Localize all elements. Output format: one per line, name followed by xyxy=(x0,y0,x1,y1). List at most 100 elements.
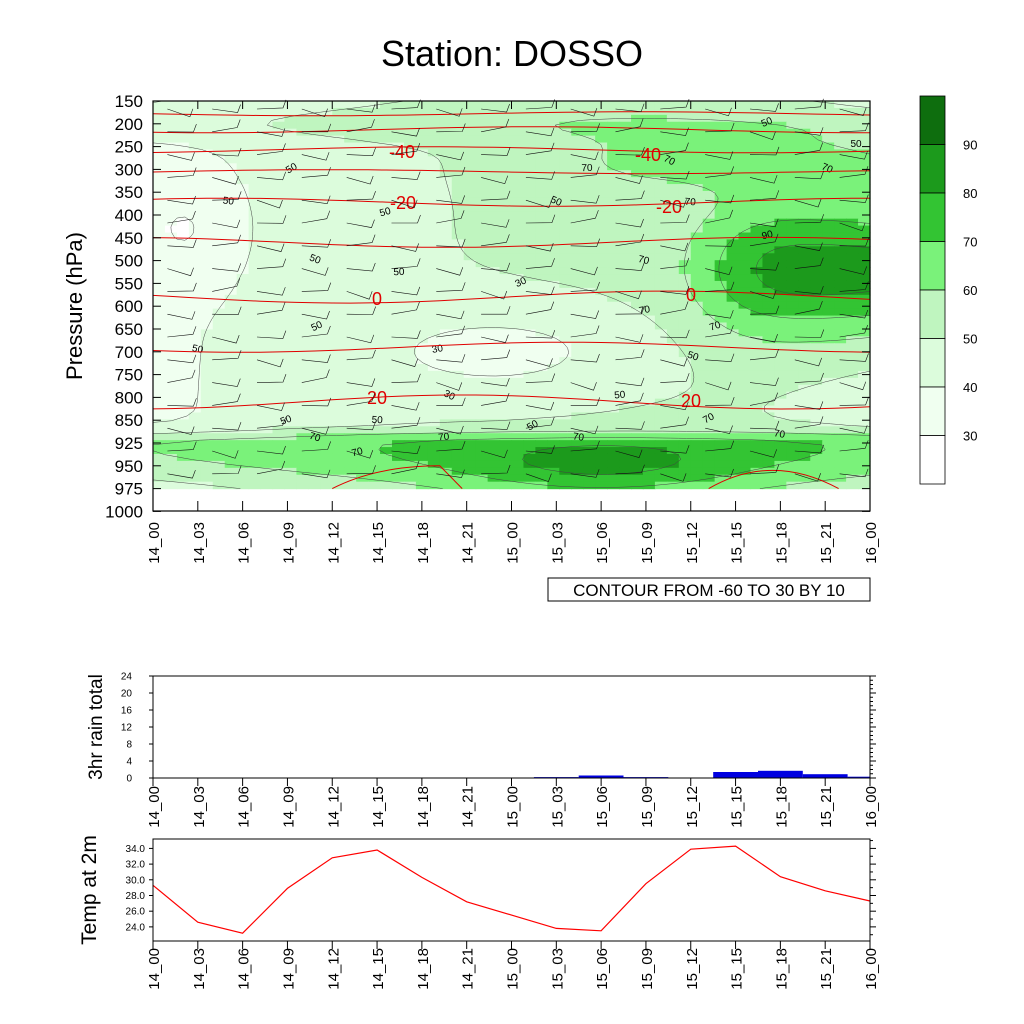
wind-barb xyxy=(391,258,421,269)
humidity-fill-cell xyxy=(583,274,596,282)
humidity-fill-cell xyxy=(272,149,286,157)
wind-barb xyxy=(660,286,690,295)
wind-barb xyxy=(749,392,778,406)
humidity-fill-cell xyxy=(834,177,847,185)
humidity-fill-cell xyxy=(547,239,560,247)
wind-barb xyxy=(212,191,242,201)
humidity-fill-cell xyxy=(511,170,525,178)
humidity-fill-cell xyxy=(798,370,811,379)
humidity-fill-cell xyxy=(762,177,775,185)
rain-bar xyxy=(802,774,848,778)
humidity-fill-cell xyxy=(678,384,692,393)
humidity-fill-cell xyxy=(547,107,560,116)
humidity-fill-cell xyxy=(607,156,620,164)
humidity-fill-cell xyxy=(738,301,752,310)
humidity-fill-cell xyxy=(654,135,668,144)
humidity-fill-cell xyxy=(690,218,704,227)
humidity-fill-cell xyxy=(463,460,477,469)
humidity-fill-cell xyxy=(368,322,381,331)
humidity-fill-cell xyxy=(619,370,632,379)
humidity-fill-cell xyxy=(547,377,560,386)
humidity-fill-cell xyxy=(224,121,238,130)
humidity-fill-cell xyxy=(308,253,321,261)
humidity-fill-cell xyxy=(571,294,584,303)
humidity-fill-cell xyxy=(702,460,716,469)
humidity-fill-cell xyxy=(511,128,525,137)
humidity-fill-cell xyxy=(523,405,536,414)
humidity-fill-cell xyxy=(846,114,859,123)
humidity-fill-cell xyxy=(188,453,202,462)
humidity-fill-cell xyxy=(499,204,513,213)
wind-barb xyxy=(436,166,466,178)
humidity-fill-cell xyxy=(810,156,823,164)
humidity-fill-cell xyxy=(619,142,632,151)
humidity-fill-cell xyxy=(595,204,608,213)
humidity-fill-cell xyxy=(332,315,345,324)
humidity-fill-cell xyxy=(344,170,357,178)
wind-barb xyxy=(570,151,599,161)
humidity-fill-cell xyxy=(272,253,286,261)
humidity-fill-cell xyxy=(200,357,214,365)
humidity-fill-cell xyxy=(427,142,441,151)
humidity-fill-cell xyxy=(212,267,226,275)
humidity-fill-cell xyxy=(164,357,178,365)
humidity-fill-cell xyxy=(188,474,202,483)
humidity-fill-cell xyxy=(583,357,596,365)
humidity-fill-cell xyxy=(164,211,178,220)
humidity-fill-cell xyxy=(320,412,333,420)
humidity-fill-cell xyxy=(547,391,560,400)
humidity-fill-cell xyxy=(619,253,632,261)
humidity-fill-cell xyxy=(463,142,477,151)
humidity-fill-cell xyxy=(463,274,477,282)
humidity-fill-cell xyxy=(260,211,274,220)
humidity-fill-cell xyxy=(678,177,692,185)
humidity-fill-cell xyxy=(487,294,501,303)
humidity-fill-cell xyxy=(415,474,429,483)
humidity-fill-cell xyxy=(631,190,644,199)
humidity-fill-cell xyxy=(631,225,644,234)
humidity-fill-cell xyxy=(810,460,823,469)
humidity-fill-cell xyxy=(236,350,250,358)
humidity-fill-cell xyxy=(487,315,501,324)
humidity-fill-cell xyxy=(296,197,309,206)
humidity-fill-cell xyxy=(607,177,620,185)
humidity-fill-cell xyxy=(236,322,250,331)
humidity-fill-cell xyxy=(427,163,441,171)
humidity-fill-cell xyxy=(463,232,477,241)
humidity-fill-cell xyxy=(511,350,525,358)
humidity-fill-cell xyxy=(332,163,345,171)
legend-swatch xyxy=(919,338,946,388)
humidity-fill-cell xyxy=(642,280,656,289)
humidity-fill-cell xyxy=(475,197,489,206)
rain-xtick-label: 14_18 xyxy=(415,786,432,828)
humidity-fill-cell xyxy=(272,225,286,234)
humidity-fill-cell xyxy=(380,336,393,344)
humidity-fill-cell xyxy=(356,357,369,365)
humidity-fill-cell xyxy=(642,357,656,365)
humidity-fill-cell xyxy=(260,447,274,455)
humidity-fill-cell xyxy=(403,357,417,365)
humidity-fill-cell xyxy=(320,405,333,414)
humidity-fill-cell xyxy=(356,260,369,268)
pressure-tick-label: 650 xyxy=(115,320,143,339)
humidity-fill-cell xyxy=(248,232,262,241)
wind-barb xyxy=(212,450,239,459)
humidity-fill-cell xyxy=(248,329,262,337)
humidity-fill-cell xyxy=(774,440,787,448)
humidity-fill-cell xyxy=(726,343,740,351)
humidity-fill-cell xyxy=(344,440,357,448)
time-tick-label: 14_09 xyxy=(280,522,297,564)
humidity-fill-cell xyxy=(439,149,453,157)
humidity-fill-cell xyxy=(463,184,477,192)
humidity-fill-cell xyxy=(559,322,572,331)
humidity-fill-cell xyxy=(224,433,238,441)
humidity-fill-cell xyxy=(571,467,584,476)
wind-barb xyxy=(346,349,376,361)
humidity-fill-cell xyxy=(439,426,453,434)
humidity-fill-cell xyxy=(415,440,429,448)
humidity-fill-cell xyxy=(153,135,166,144)
humidity-fill-cell xyxy=(272,481,286,490)
humidity-fill-cell xyxy=(439,135,453,144)
humidity-fill-cell xyxy=(702,184,716,192)
humidity-fill-cell xyxy=(571,218,584,227)
